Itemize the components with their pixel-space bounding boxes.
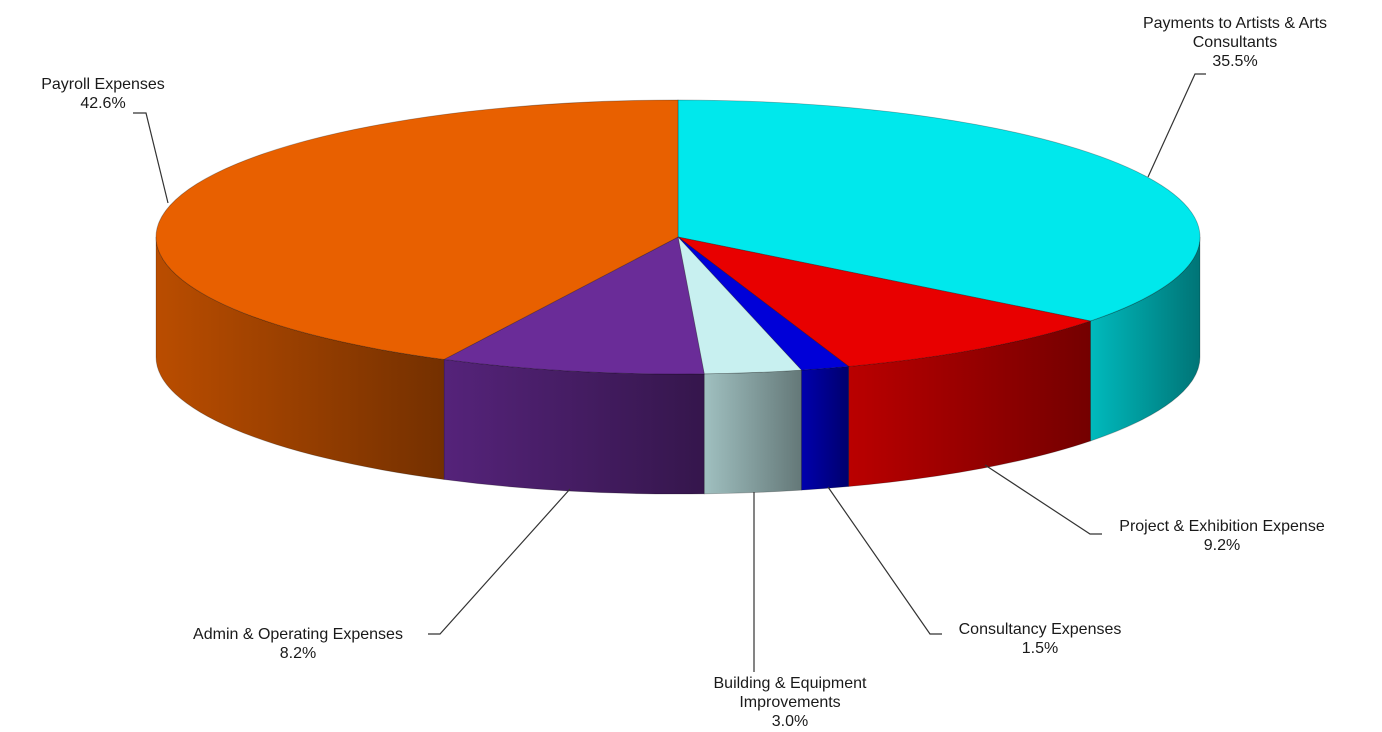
- leader-line-consultancy-expenses: [827, 486, 942, 635]
- slice-side-consultancy-expenses: [801, 366, 850, 491]
- leader-lines: [133, 73, 1206, 672]
- slice-percent-label: 1.5%: [1022, 640, 1058, 657]
- slice-side-admin-and-operating-expenses: [443, 358, 705, 495]
- slice-label-payroll-expenses: Payroll Expenses 42.6%: [41, 76, 165, 112]
- leader-line-project-and-exhibition-expenses: [984, 464, 1102, 535]
- slice-label-building-and-equipment-improvements: Building & Equipment Improvements 3.0%: [714, 675, 868, 730]
- slice-label-admin-and-operating-expenses: Admin & Operating Expenses 8.2%: [193, 626, 403, 662]
- slice-percent-label: 9.2%: [1204, 537, 1240, 554]
- pie-top: [155, 99, 1201, 375]
- slice-payroll-expenses: [155, 99, 679, 360]
- slice-payments-to-artists-and-arts-consultants: [677, 99, 1201, 322]
- slice-consultancy-expenses: [677, 236, 850, 371]
- slice-label-payments-to-artists-and-arts-consultants: Payments to Artists & Arts Consultants 35.…: [1143, 15, 1327, 70]
- slice-percent-label: 8.2%: [280, 645, 316, 662]
- slice-building-and-equipment-improvements: [677, 235, 803, 375]
- slice-percent-label: 42.6%: [80, 95, 125, 112]
- slice-label-text: Payroll Expenses: [41, 76, 165, 93]
- slice-label-consultancy-expenses: Consultancy Expenses 1.5%: [959, 621, 1122, 657]
- pie-sides: [155, 236, 1201, 495]
- leader-line-payroll-expenses: [133, 112, 169, 204]
- slice-side-building-and-equipment-improvements: [703, 369, 802, 495]
- leader-line-admin-and-operating-expenses: [428, 488, 571, 635]
- slice-percent-label: 35.5%: [1212, 53, 1257, 70]
- slice-percent-label: 3.0%: [772, 713, 808, 730]
- slice-label-text: Improvements: [739, 694, 840, 711]
- slice-label-text: Consultancy Expenses: [959, 621, 1122, 638]
- slice-label-text: Payments to Artists & Arts: [1143, 15, 1327, 32]
- slice-label-text: Building & Equipment: [714, 675, 868, 692]
- slice-label-project-and-exhibition-expenses: Project & Exhibition Expense 9.2%: [1119, 518, 1325, 554]
- slice-label-text: Admin & Operating Expenses: [193, 626, 403, 643]
- slice-labels: Payments to Artists & Arts Consultants 35.…: [41, 15, 1327, 730]
- slice-label-text: Consultants: [1193, 34, 1278, 51]
- leader-line-payments-to-artists-and-arts-consultants: [1147, 73, 1206, 178]
- slice-project-and-exhibition-expenses: [677, 236, 1092, 367]
- slice-admin-and-operating-expenses: [442, 236, 705, 375]
- slice-label-text: Project & Exhibition Expense: [1119, 518, 1325, 535]
